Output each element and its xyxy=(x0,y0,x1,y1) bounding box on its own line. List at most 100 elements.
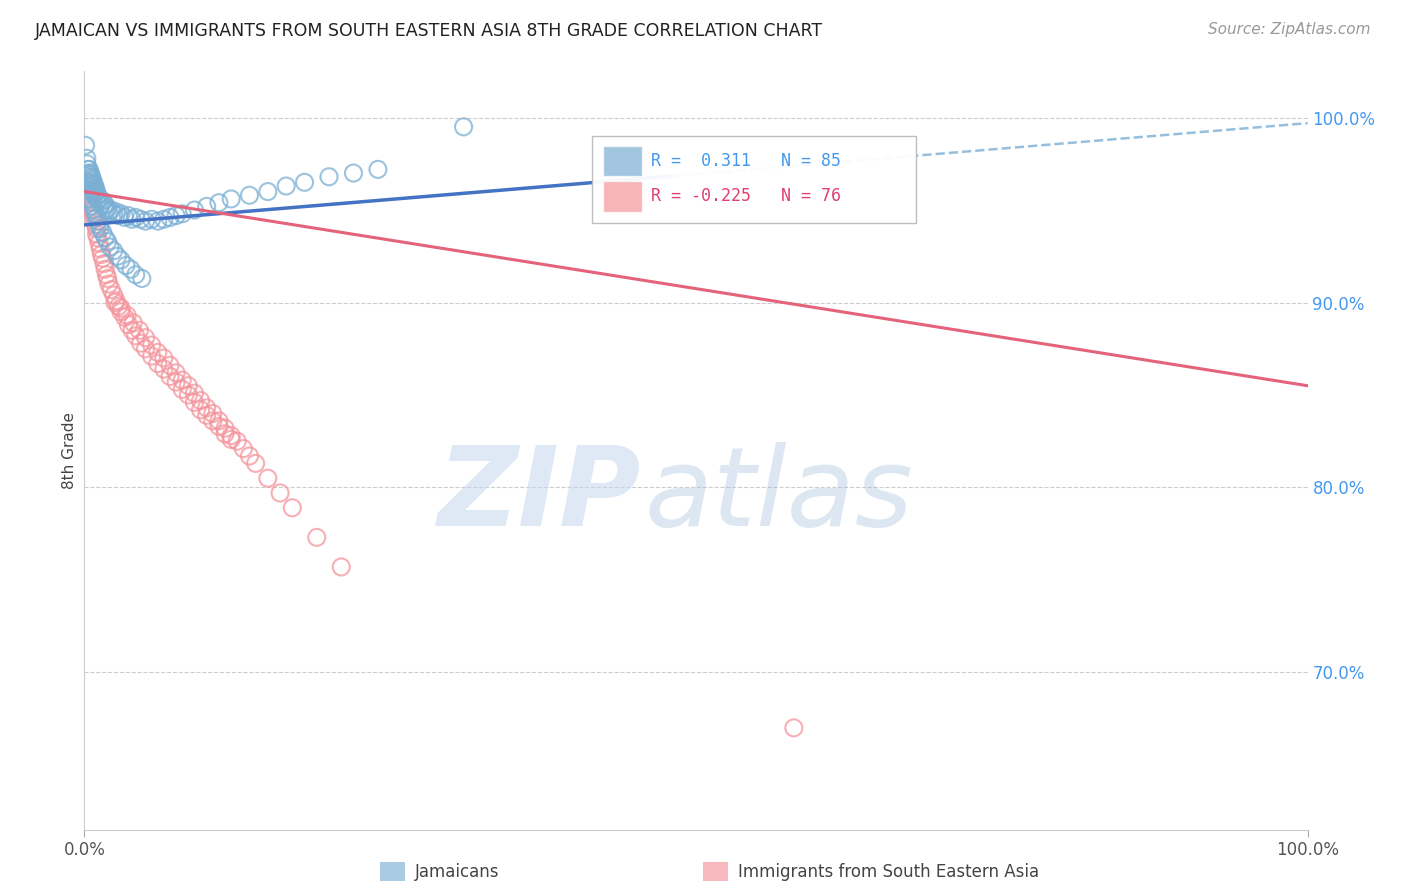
Point xyxy=(77,162,100,177)
Point xyxy=(79,194,101,208)
Point xyxy=(76,157,98,171)
Point xyxy=(114,310,136,325)
Point xyxy=(80,181,103,195)
Point xyxy=(125,328,148,343)
Point xyxy=(82,173,104,187)
Point xyxy=(159,211,181,225)
Text: JAMAICAN VS IMMIGRANTS FROM SOUTH EASTERN ASIA 8TH GRADE CORRELATION CHART: JAMAICAN VS IMMIGRANTS FROM SOUTH EASTER… xyxy=(35,22,824,40)
Point xyxy=(122,316,145,330)
Point xyxy=(86,190,108,204)
Text: Jamaicans: Jamaicans xyxy=(415,863,499,881)
Point xyxy=(367,162,389,177)
FancyBboxPatch shape xyxy=(603,181,643,211)
Text: ZIP: ZIP xyxy=(437,442,641,549)
Point xyxy=(214,421,236,435)
Point xyxy=(219,433,242,447)
Point xyxy=(141,349,163,363)
Point xyxy=(146,357,169,371)
Point xyxy=(190,393,212,408)
Point xyxy=(103,207,125,221)
Point xyxy=(318,169,340,184)
Point xyxy=(86,227,108,241)
Point xyxy=(172,207,194,221)
Point xyxy=(84,181,107,195)
Point xyxy=(83,177,105,191)
Point xyxy=(83,212,105,227)
Point xyxy=(269,486,291,500)
Point xyxy=(83,183,105,197)
Point xyxy=(172,383,194,397)
Point xyxy=(91,225,114,239)
Point xyxy=(94,197,117,211)
Point xyxy=(105,205,128,219)
Point xyxy=(94,231,117,245)
Point xyxy=(120,262,142,277)
Point xyxy=(342,166,364,180)
FancyBboxPatch shape xyxy=(592,136,917,223)
Point xyxy=(100,283,122,297)
Point xyxy=(107,299,129,313)
Point xyxy=(80,202,103,217)
Point xyxy=(104,295,127,310)
Point xyxy=(245,457,267,471)
Point xyxy=(183,386,205,401)
Point xyxy=(183,395,205,409)
Point xyxy=(77,166,100,180)
Point xyxy=(146,345,169,359)
Point xyxy=(195,409,218,423)
Point xyxy=(128,323,150,337)
Point xyxy=(87,194,110,208)
Point xyxy=(80,169,103,184)
Point xyxy=(153,351,176,365)
Point xyxy=(177,388,200,402)
Point xyxy=(76,175,98,189)
Point xyxy=(87,218,110,232)
Point xyxy=(96,202,118,217)
Point xyxy=(97,201,120,215)
Point xyxy=(129,336,152,351)
Point xyxy=(238,188,260,202)
Point xyxy=(84,186,107,201)
Point xyxy=(110,301,132,315)
Point xyxy=(80,195,103,210)
Point xyxy=(86,211,108,225)
Point xyxy=(195,401,218,415)
Point xyxy=(305,530,328,544)
Point xyxy=(165,209,187,223)
Point xyxy=(87,236,110,251)
Point xyxy=(159,369,181,384)
Point xyxy=(87,192,110,206)
Point xyxy=(257,471,280,485)
Point xyxy=(87,188,110,202)
Point xyxy=(783,721,806,735)
Point xyxy=(77,185,100,199)
Point xyxy=(330,560,353,574)
Point xyxy=(90,247,112,261)
Point xyxy=(135,331,157,345)
Point xyxy=(84,207,107,221)
Point xyxy=(172,373,194,387)
Point xyxy=(125,268,148,282)
Point xyxy=(131,271,153,285)
Point xyxy=(117,209,139,223)
Point xyxy=(80,175,103,189)
Point xyxy=(208,414,231,428)
Point xyxy=(82,185,104,199)
Point xyxy=(86,185,108,199)
Point xyxy=(110,305,132,319)
Point xyxy=(93,199,115,213)
Point xyxy=(91,194,114,208)
Point xyxy=(153,212,176,227)
Point xyxy=(97,235,120,249)
Point xyxy=(121,323,143,337)
Point xyxy=(141,338,163,352)
Point xyxy=(89,221,111,235)
FancyBboxPatch shape xyxy=(603,145,643,176)
Point xyxy=(98,240,121,254)
Point xyxy=(91,251,114,265)
Point xyxy=(103,244,125,258)
Point xyxy=(97,205,120,219)
Point xyxy=(165,375,187,389)
Point xyxy=(90,197,112,211)
Point xyxy=(135,342,157,356)
